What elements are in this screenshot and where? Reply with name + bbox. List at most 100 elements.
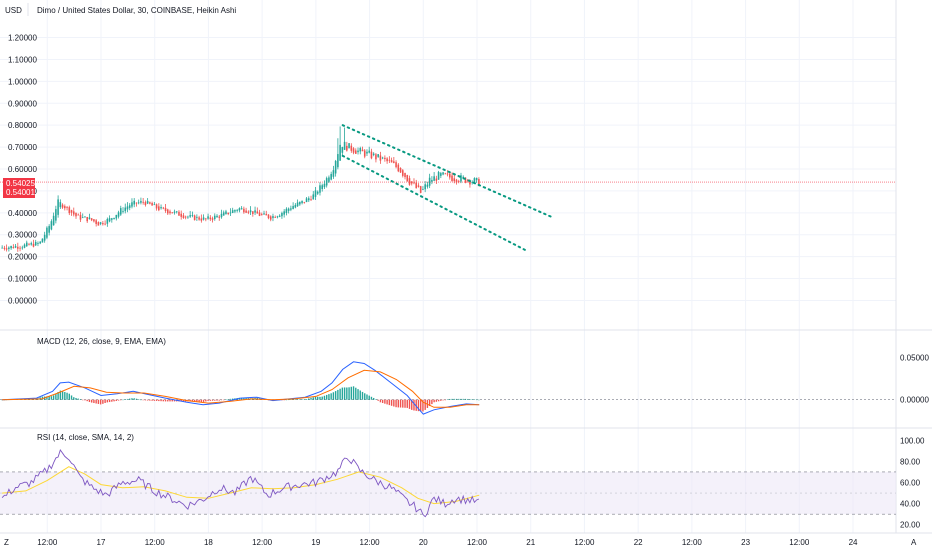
candle-body: [258, 212, 261, 216]
macd-bar: [399, 399, 402, 408]
macd-bar: [323, 395, 326, 400]
candle-body: [419, 186, 422, 193]
auto-scale-button[interactable]: A: [911, 538, 917, 547]
candle-body: [191, 215, 194, 216]
macd-bar: [431, 399, 433, 405]
macd-bar: [287, 399, 290, 401]
candle-body: [254, 210, 256, 213]
rsi-tick-label: 40.00: [900, 500, 921, 509]
macd-bar: [151, 399, 153, 401]
candle-body: [193, 215, 196, 221]
candle-body: [359, 148, 362, 152]
macd-bar: [88, 399, 91, 402]
macd-bar: [310, 397, 312, 400]
trendlines[interactable]: [341, 124, 554, 252]
candle-body: [158, 206, 160, 211]
candle-body: [330, 173, 332, 180]
candle-body: [321, 185, 324, 189]
candle-body: [460, 175, 462, 182]
candle-body: [41, 238, 44, 243]
candle-body: [363, 150, 366, 157]
macd-bar: [312, 397, 314, 400]
candle-body: [428, 177, 431, 186]
macd-bar: [334, 391, 337, 400]
macd-bar: [361, 391, 364, 400]
rsi-ma-line: [2, 466, 480, 505]
time-tick-label: 12:00: [252, 538, 273, 547]
candle-body: [97, 222, 100, 226]
candle-body: [122, 211, 124, 212]
candle-body: [361, 149, 364, 152]
macd-bar: [196, 399, 198, 402]
candle-body: [310, 199, 312, 201]
candle-body: [59, 202, 62, 208]
candle-body: [354, 150, 357, 154]
candle-body: [99, 222, 102, 224]
candle-body: [173, 211, 176, 213]
macd-bar: [364, 393, 366, 400]
rsi-title[interactable]: RSI (14, close, SMA, 14, 2): [37, 433, 134, 442]
macd-bar: [411, 399, 413, 410]
macd-bar: [171, 399, 173, 402]
macd-bar: [167, 399, 169, 402]
macd-bar: [117, 399, 120, 401]
macd-bar: [471, 399, 473, 400]
candle-body: [249, 210, 252, 213]
time-tick-label: 23: [741, 538, 750, 547]
candle-body: [52, 215, 55, 226]
candle-body: [401, 170, 404, 176]
macd-bar: [120, 399, 122, 401]
macd-bar: [419, 399, 422, 412]
candle-body: [234, 210, 236, 212]
candle-body: [146, 200, 149, 204]
candle-body: [180, 213, 183, 217]
macd-bar: [404, 399, 406, 408]
macd-bar: [478, 399, 480, 401]
currency-label[interactable]: USD: [5, 6, 22, 15]
candle-body: [113, 217, 115, 220]
candle-body: [303, 201, 306, 203]
time-tick-label: 19: [311, 538, 320, 547]
rsi-tick-label: 60.00: [900, 479, 921, 488]
price-tick-label: 0.40000: [8, 209, 37, 218]
macd-bar: [451, 398, 453, 400]
candle-body: [115, 214, 118, 219]
candle-body: [155, 204, 158, 209]
macd-bar: [231, 398, 234, 400]
candle-body: [319, 185, 321, 193]
macd-bar: [402, 399, 404, 408]
macd-bar: [158, 399, 160, 402]
candle-body: [216, 215, 218, 218]
candle-body: [171, 212, 174, 214]
candle-body: [30, 243, 33, 245]
candle-body: [395, 162, 397, 168]
macd-bar: [415, 399, 417, 411]
candle-body: [227, 212, 230, 215]
macd-bar: [330, 393, 332, 400]
macd-bar: [372, 397, 375, 400]
macd-bar: [422, 399, 424, 412]
timezone-button[interactable]: Z: [4, 538, 9, 547]
macd-bar: [202, 399, 205, 402]
macd-bar: [308, 398, 310, 400]
macd-bar: [464, 398, 467, 400]
candle-body: [184, 216, 187, 218]
macd-bar: [122, 399, 124, 401]
candle-body: [28, 244, 30, 246]
time-axis: 12:00 17 12:00 18 12:00 19 12:00 20 12:00 21 12:00…: [37, 538, 858, 547]
candle-body: [473, 178, 476, 183]
candle-body: [424, 184, 426, 190]
candle-body: [117, 212, 120, 217]
macd-title[interactable]: MACD (12, 26, close, 9, EMA, EMA): [37, 337, 166, 346]
candle-body: [267, 214, 270, 219]
macd-bar: [458, 398, 460, 400]
macd-bar: [77, 398, 79, 400]
candle-body: [106, 218, 109, 224]
candle-body: [352, 148, 355, 153]
macd-bar: [460, 398, 462, 400]
macd-bar: [328, 394, 330, 400]
macd-bar: [350, 386, 353, 400]
candle-body: [393, 161, 395, 163]
macd-bar: [337, 389, 339, 400]
